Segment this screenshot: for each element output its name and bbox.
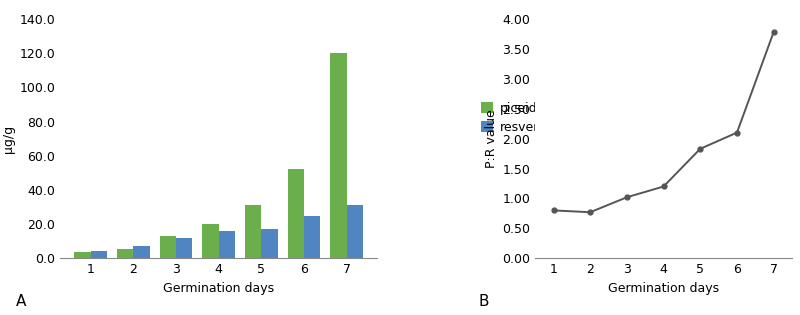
Bar (160, 236, 176, 258)
Bar (117, 249, 134, 258)
Text: B: B (478, 294, 489, 309)
Bar (90, 251, 107, 258)
Bar (346, 205, 363, 258)
Bar (262, 229, 278, 258)
X-axis label: Germination days: Germination days (163, 282, 274, 295)
Bar (245, 205, 262, 258)
Bar (134, 246, 150, 258)
Text: A: A (15, 294, 26, 309)
X-axis label: Germination days: Germination days (608, 282, 719, 295)
Y-axis label: μg/g: μg/g (2, 124, 15, 153)
Bar (176, 238, 192, 258)
Bar (74, 252, 90, 258)
Legend: piceid, resveratrol: piceid, resveratrol (481, 102, 568, 134)
Bar (304, 215, 320, 258)
Bar (218, 231, 235, 258)
Y-axis label: P:R value: P:R value (485, 109, 498, 168)
Bar (330, 53, 346, 258)
Bar (288, 169, 304, 258)
Bar (202, 224, 218, 258)
